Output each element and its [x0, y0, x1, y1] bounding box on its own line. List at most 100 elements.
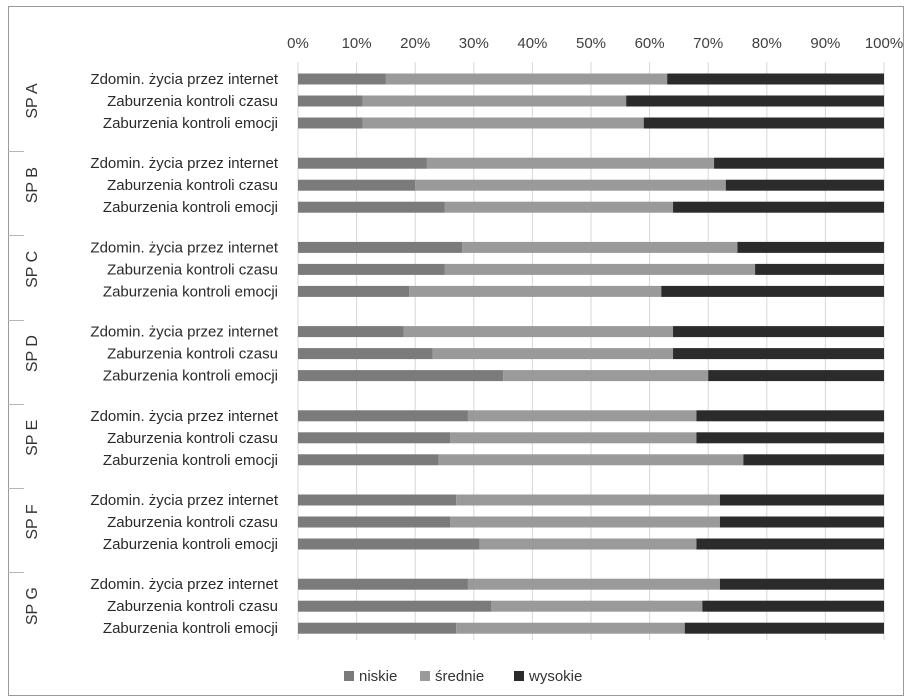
x-tick-label: 70% — [693, 35, 723, 52]
bar-segment-średnie — [456, 622, 685, 634]
x-tick-label: 60% — [635, 35, 665, 52]
bar-segment-niskie — [298, 285, 410, 297]
bar-segment-wysokie — [684, 622, 884, 634]
bar-segment-niskie — [298, 410, 468, 422]
bar-segment-wysokie — [673, 348, 884, 360]
bar-segment-niskie — [298, 622, 457, 634]
bar-segment-średnie — [479, 538, 697, 550]
x-tick-label: 80% — [752, 35, 782, 52]
group-label: SP G — [24, 587, 41, 625]
bar-segment-wysokie — [719, 494, 884, 506]
legend-swatch — [514, 671, 524, 681]
bar-segment-wysokie — [719, 516, 884, 528]
bar-segment-wysokie — [719, 578, 884, 590]
bar-segment-średnie — [450, 432, 697, 444]
category-label: Zaburzenia kontroli czasu — [107, 514, 278, 531]
category-label: Zaburzenia kontroli emocji — [103, 283, 278, 300]
bar-segment-niskie — [298, 516, 451, 528]
bar-segment-wysokie — [725, 179, 884, 191]
category-label: Zaburzenia kontroli czasu — [107, 346, 278, 363]
bar-segment-niskie — [298, 157, 427, 169]
category-label: Zaburzenia kontroli emocji — [103, 368, 278, 385]
category-label: Zaburzenia kontroli emocji — [103, 115, 278, 132]
category-label: Zaburzenia kontroli czasu — [107, 261, 278, 278]
bar-segment-niskie — [298, 117, 363, 129]
x-tick-label: 50% — [576, 35, 606, 52]
category-label: Zaburzenia kontroli czasu — [107, 430, 278, 447]
bar-segment-wysokie — [696, 432, 884, 444]
group-label: SP D — [24, 335, 41, 372]
bar-segment-wysokie — [696, 410, 884, 422]
category-label: Zdomin. życia przez internet — [90, 155, 278, 172]
x-tick-label: 20% — [400, 35, 430, 52]
bar-segment-średnie — [456, 494, 720, 506]
bar-segment-średnie — [403, 326, 674, 338]
bar-segment-wysokie — [667, 73, 884, 85]
bar-segment-średnie — [438, 454, 744, 466]
bar-segment-niskie — [298, 578, 468, 590]
group-label: SP E — [24, 420, 41, 456]
bar-segment-średnie — [362, 95, 627, 107]
x-tick-label: 10% — [342, 35, 372, 52]
bar-segment-niskie — [298, 241, 463, 253]
bar-segment-niskie — [298, 95, 363, 107]
category-label: Zdomin. życia przez internet — [90, 576, 278, 593]
bar-segment-niskie — [298, 454, 439, 466]
bar-segment-średnie — [444, 263, 756, 275]
category-label: Zaburzenia kontroli czasu — [107, 598, 278, 615]
bar-segment-niskie — [298, 179, 416, 191]
bar-segment-wysokie — [626, 95, 884, 107]
bar-segment-wysokie — [643, 117, 884, 129]
bar-segment-średnie — [467, 410, 697, 422]
bar-segment-średnie — [462, 241, 738, 253]
bar-segment-średnie — [503, 370, 709, 382]
bar-segment-niskie — [298, 326, 404, 338]
x-tick-label: 40% — [517, 35, 547, 52]
bar-segment-wysokie — [661, 285, 884, 297]
bar-segment-wysokie — [702, 600, 884, 612]
legend-swatch — [420, 671, 430, 681]
category-label: Zaburzenia kontroli czasu — [107, 93, 278, 110]
bar-segment-wysokie — [673, 326, 884, 338]
bar-segment-wysokie — [714, 157, 884, 169]
bar-segment-wysokie — [737, 241, 884, 253]
group-label: SP F — [24, 504, 41, 540]
group-label: SP B — [24, 167, 41, 203]
x-tick-label: 100% — [865, 35, 903, 52]
category-label: Zaburzenia kontroli czasu — [107, 177, 278, 194]
category-label: Zdomin. życia przez internet — [90, 408, 278, 425]
bar-segment-średnie — [426, 157, 715, 169]
bar-segment-średnie — [450, 516, 720, 528]
category-label: Zaburzenia kontroli emocji — [103, 199, 278, 216]
bar-segment-niskie — [298, 432, 451, 444]
bar-segment-średnie — [432, 348, 674, 360]
bar-segment-średnie — [444, 201, 674, 213]
legend-label: niskie — [359, 668, 397, 685]
x-tick-label: 90% — [810, 35, 840, 52]
bar-segment-średnie — [362, 117, 644, 129]
bar-segment-niskie — [298, 494, 457, 506]
bar-segment-średnie — [415, 179, 726, 191]
bar-segment-wysokie — [696, 538, 884, 550]
bar-segment-niskie — [298, 263, 445, 275]
bar-segment-średnie — [491, 600, 703, 612]
category-label: Zdomin. życia przez internet — [90, 492, 278, 509]
category-label: Zaburzenia kontroli emocji — [103, 452, 278, 469]
bar-segment-niskie — [298, 600, 492, 612]
bar-segment-niskie — [298, 348, 433, 360]
group-label: SP C — [24, 251, 41, 288]
x-tick-label: 0% — [287, 35, 309, 52]
category-label: Zaburzenia kontroli emocji — [103, 620, 278, 637]
bar-segment-średnie — [467, 578, 720, 590]
x-tick-label: 30% — [459, 35, 489, 52]
bar-segment-wysokie — [755, 263, 884, 275]
bar-segment-wysokie — [673, 201, 884, 213]
legend-label: średnie — [435, 668, 484, 685]
category-label: Zdomin. życia przez internet — [90, 239, 278, 256]
legend-swatch — [344, 671, 354, 681]
bar-segment-niskie — [298, 538, 480, 550]
bar-segment-niskie — [298, 73, 386, 85]
group-label: SP A — [24, 83, 41, 119]
